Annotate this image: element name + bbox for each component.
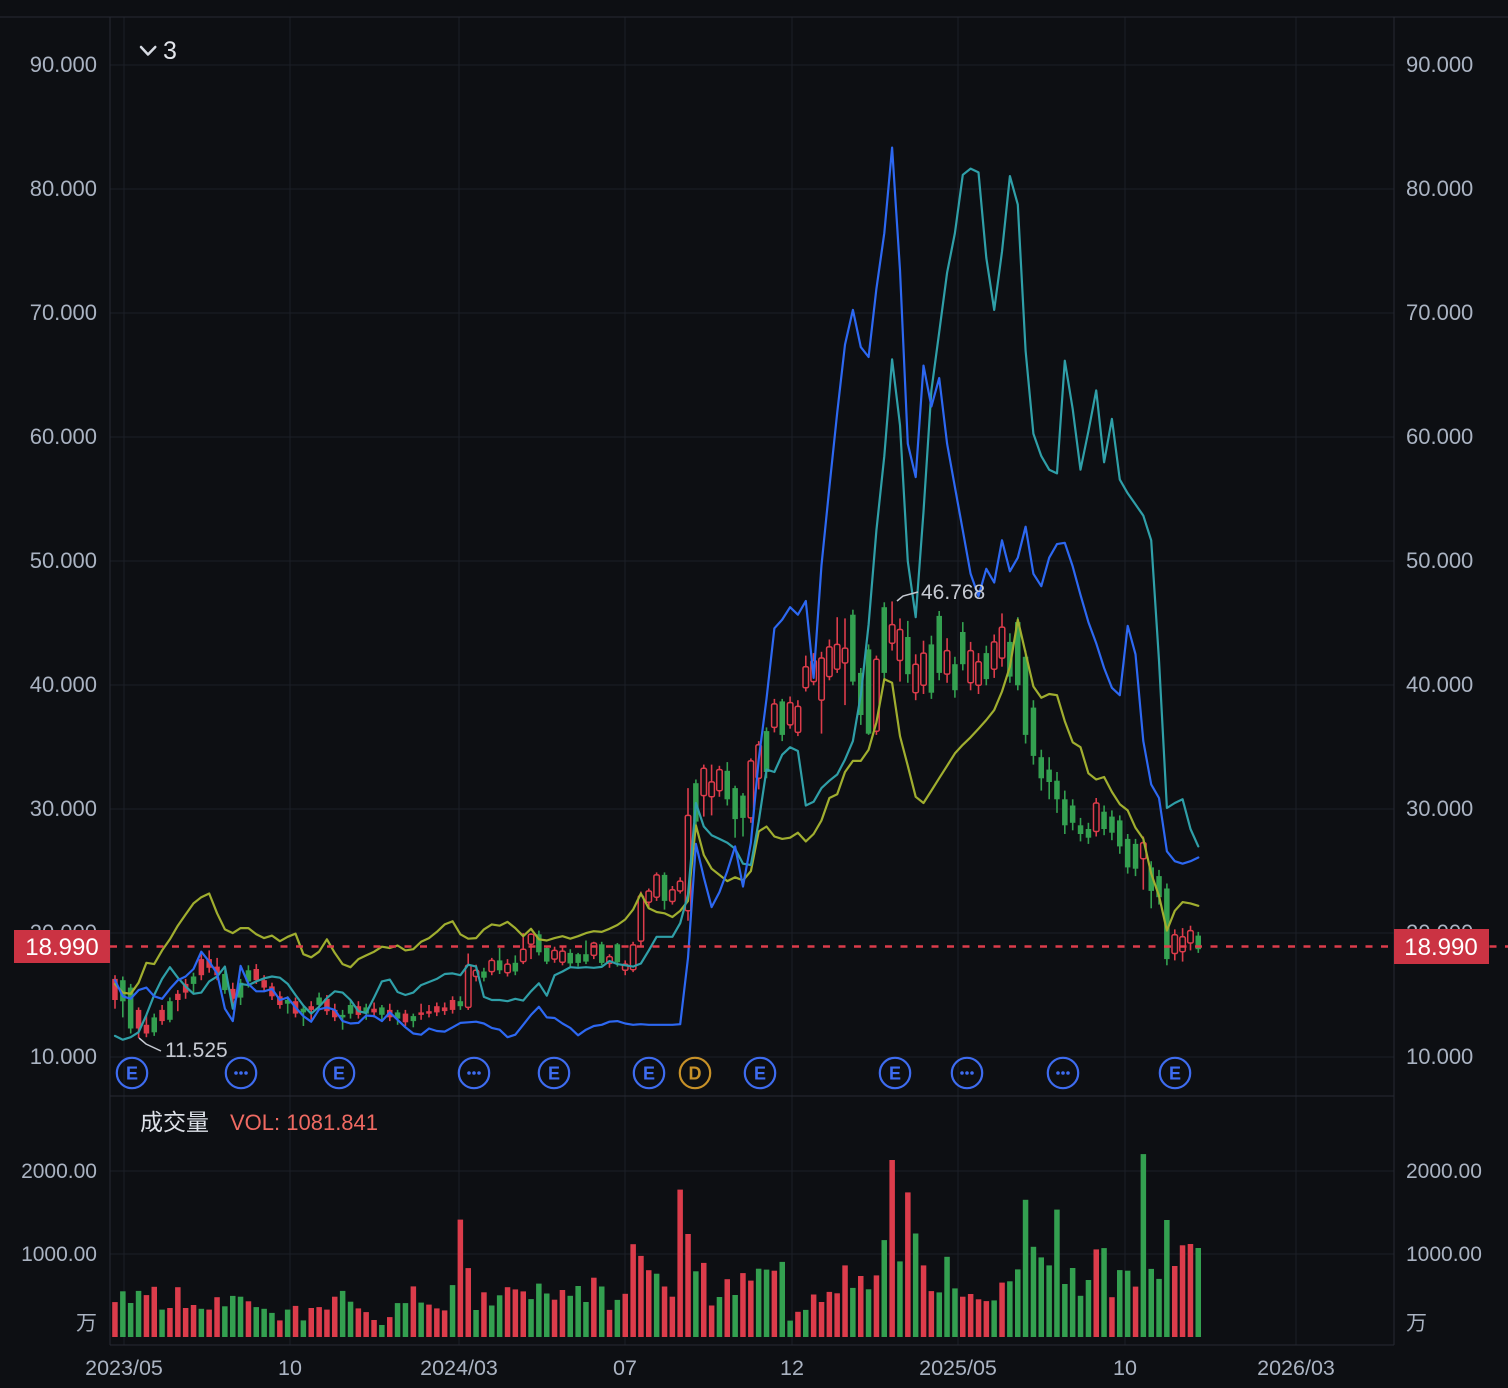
svg-text:90.000: 90.000 xyxy=(30,52,97,77)
svg-text:11.525: 11.525 xyxy=(165,1039,228,1062)
svg-text:E: E xyxy=(1169,1064,1181,1084)
svg-text:30.000: 30.000 xyxy=(1406,796,1473,821)
svg-text:40.000: 40.000 xyxy=(1406,672,1473,697)
svg-text:2000.00: 2000.00 xyxy=(21,1160,97,1183)
svg-text:70.000: 70.000 xyxy=(30,300,97,325)
svg-text:80.000: 80.000 xyxy=(30,176,97,201)
svg-text:10.000: 10.000 xyxy=(30,1044,97,1069)
svg-text:18.990: 18.990 xyxy=(25,934,98,961)
svg-text:50.000: 50.000 xyxy=(1406,548,1473,573)
svg-text:1000.00: 1000.00 xyxy=(21,1243,97,1266)
svg-text:10.000: 10.000 xyxy=(1406,1044,1473,1069)
svg-text:46.768: 46.768 xyxy=(921,581,985,604)
svg-text:10: 10 xyxy=(1113,1356,1137,1380)
svg-text:D: D xyxy=(689,1064,702,1084)
svg-text:VOL: 1081.841: VOL: 1081.841 xyxy=(230,1110,378,1135)
svg-text:10: 10 xyxy=(278,1356,302,1380)
svg-text:60.000: 60.000 xyxy=(30,424,97,449)
svg-text:万: 万 xyxy=(76,1312,97,1335)
svg-text:万: 万 xyxy=(1406,1312,1427,1335)
svg-text:2026/03: 2026/03 xyxy=(1257,1356,1335,1380)
svg-text:30.000: 30.000 xyxy=(30,796,97,821)
svg-text:80.000: 80.000 xyxy=(1406,176,1473,201)
svg-text:50.000: 50.000 xyxy=(30,548,97,573)
svg-text:40.000: 40.000 xyxy=(30,672,97,697)
svg-text:07: 07 xyxy=(613,1356,637,1380)
svg-text:12: 12 xyxy=(780,1356,804,1380)
svg-text:E: E xyxy=(889,1064,901,1084)
svg-text:2000.00: 2000.00 xyxy=(1406,1160,1482,1183)
svg-text:2025/05: 2025/05 xyxy=(919,1356,997,1380)
svg-text:成交量: 成交量 xyxy=(140,1109,209,1135)
svg-text:E: E xyxy=(548,1064,560,1084)
svg-text:E: E xyxy=(333,1064,345,1084)
svg-text:18.990: 18.990 xyxy=(1404,934,1477,961)
svg-text:E: E xyxy=(643,1064,655,1084)
svg-text:E: E xyxy=(126,1064,138,1084)
svg-text:E: E xyxy=(754,1064,766,1084)
svg-text:60.000: 60.000 xyxy=(1406,424,1473,449)
svg-text:1000.00: 1000.00 xyxy=(1406,1243,1482,1266)
svg-text:90.000: 90.000 xyxy=(1406,52,1473,77)
svg-text:70.000: 70.000 xyxy=(1406,300,1473,325)
svg-text:2024/03: 2024/03 xyxy=(420,1356,498,1380)
svg-text:2023/05: 2023/05 xyxy=(85,1356,163,1380)
svg-text:3: 3 xyxy=(163,37,177,65)
